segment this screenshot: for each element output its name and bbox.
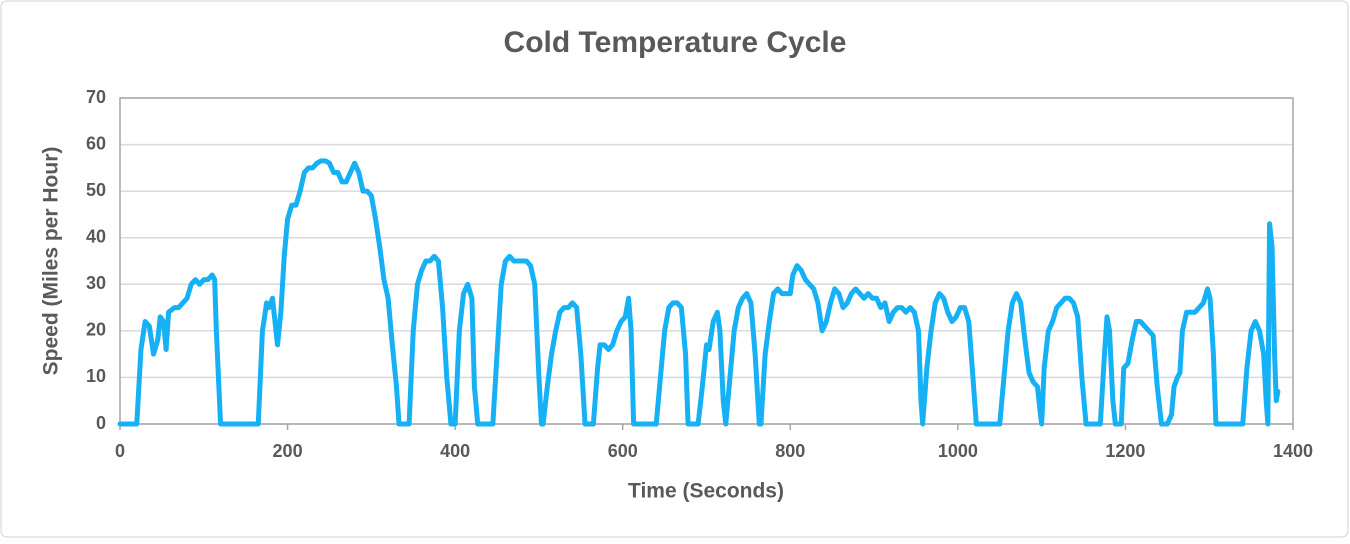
y-tick-label: 70: [86, 87, 106, 107]
x-tick-label: 400: [440, 441, 470, 461]
data-line: [117, 158, 1281, 427]
y-tick-label: 50: [86, 180, 106, 200]
plot-border: [119, 97, 1294, 425]
chart-title: Cold Temperature Cycle: [504, 26, 847, 59]
y-tick-label: 40: [86, 226, 106, 246]
x-tick-label: 200: [273, 441, 303, 461]
x-tick-label: 0: [115, 441, 125, 461]
x-tick-label: 800: [775, 441, 805, 461]
x-tick-label: 600: [608, 441, 638, 461]
y-tick-label: 30: [86, 273, 106, 293]
x-tick-label: 1000: [938, 441, 978, 461]
y-tick-label: 60: [86, 133, 106, 153]
y-tick-label: 20: [86, 320, 106, 340]
y-tick-label: 10: [86, 366, 106, 386]
y-tick-label: 0: [96, 413, 106, 433]
x-tick-label: 1200: [1105, 441, 1145, 461]
x-tick-label: 1400: [1273, 441, 1313, 461]
y-axis-title: Speed (Miles per Hour): [40, 147, 63, 376]
x-axis-title: Time (Seconds): [628, 480, 784, 503]
